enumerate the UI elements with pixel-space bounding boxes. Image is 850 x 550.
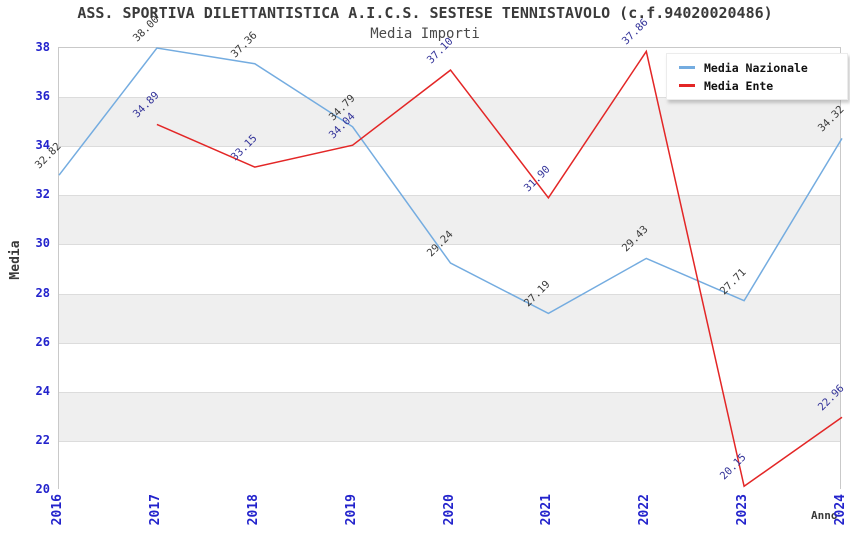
y-tick-label: 30	[35, 236, 50, 251]
x-tick-label: 2022	[637, 494, 653, 526]
legend: Media Nazionale Media Ente	[666, 53, 848, 100]
x-tick-label: 2023	[735, 494, 751, 526]
y-tick-label: 20	[35, 482, 50, 496]
legend-swatch-media-ente	[679, 84, 695, 87]
plot-band	[59, 146, 840, 196]
legend-item-media-nazionale: Media Nazionale	[679, 61, 847, 75]
plot-band	[59, 342, 840, 392]
gridline	[59, 440, 840, 442]
y-tick-label: 32	[35, 187, 50, 202]
x-tick-label: 2018	[245, 494, 261, 526]
plot-area: 32.82 38.00 37.36 34.79 29.24 27.19 29.43 27.71…	[33, 13, 847, 490]
legend-label-media-ente: Media Ente	[704, 78, 774, 93]
y-tick-label: 28	[35, 285, 50, 300]
legend-swatch-media-nazionale	[679, 66, 695, 69]
gridline	[59, 195, 840, 197]
plot-band	[59, 440, 840, 490]
series-line-media-ente	[156, 49, 843, 488]
legend-item-media-ente: Media Ente	[679, 79, 847, 93]
y-tick-label: 36	[35, 89, 50, 104]
gridline	[59, 342, 840, 344]
legend-label-media-nazionale: Media Nazionale	[704, 60, 808, 75]
chart-title: ASS. SPORTIVA DILETTANTISTICA A.I.C.S. S…	[77, 4, 773, 22]
x-tick-label: 2021	[539, 494, 555, 526]
gridline	[59, 391, 840, 393]
series-lines	[58, 47, 843, 488]
gridline	[59, 293, 840, 295]
gridline	[59, 97, 840, 99]
gridline	[59, 146, 840, 148]
plot-band	[59, 391, 840, 441]
y-tick-label: 22	[35, 432, 50, 447]
x-tick-label: 2024	[833, 494, 848, 526]
y-tick-label: 26	[35, 334, 50, 349]
x-tick-label: 2019	[343, 494, 359, 526]
chart-subtitle: Media Importi	[370, 26, 480, 42]
series-line-media-nazionale	[58, 47, 843, 315]
y-tick-label: 38	[35, 40, 50, 54]
x-tick-label: 2020	[441, 494, 457, 526]
gridline	[59, 244, 840, 246]
y-tick-label: 24	[35, 383, 50, 398]
x-axis-title: Anno	[811, 509, 838, 522]
plot-band	[59, 195, 840, 245]
x-tick-label: 2016	[50, 494, 65, 526]
x-tick-label: 2017	[147, 494, 163, 526]
y-tick-label: 34	[35, 138, 50, 153]
